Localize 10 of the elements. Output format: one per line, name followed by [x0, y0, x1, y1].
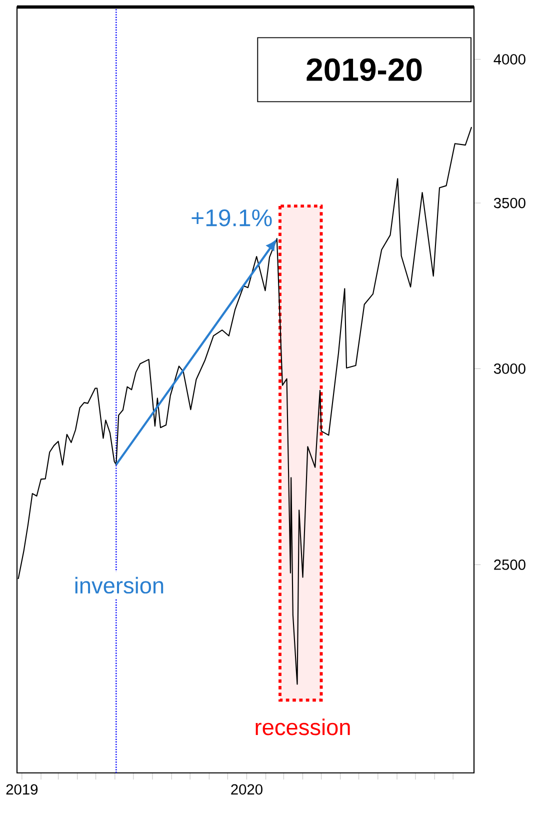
y-tick-label: 3500: [494, 198, 526, 208]
y-tick-label: 3000: [494, 363, 526, 374]
text: 2019-20: [306, 58, 422, 82]
y-tick-label: 4000: [494, 54, 526, 65]
x-tick-label: 2019: [6, 784, 38, 795]
band-label: recession: [256, 718, 350, 736]
x-tick-label: 2020: [231, 784, 262, 795]
ref-line-label: inversion: [75, 576, 164, 594]
annotation: +19.1%: [192, 209, 272, 226]
y-tick-label: 2500: [494, 560, 526, 570]
